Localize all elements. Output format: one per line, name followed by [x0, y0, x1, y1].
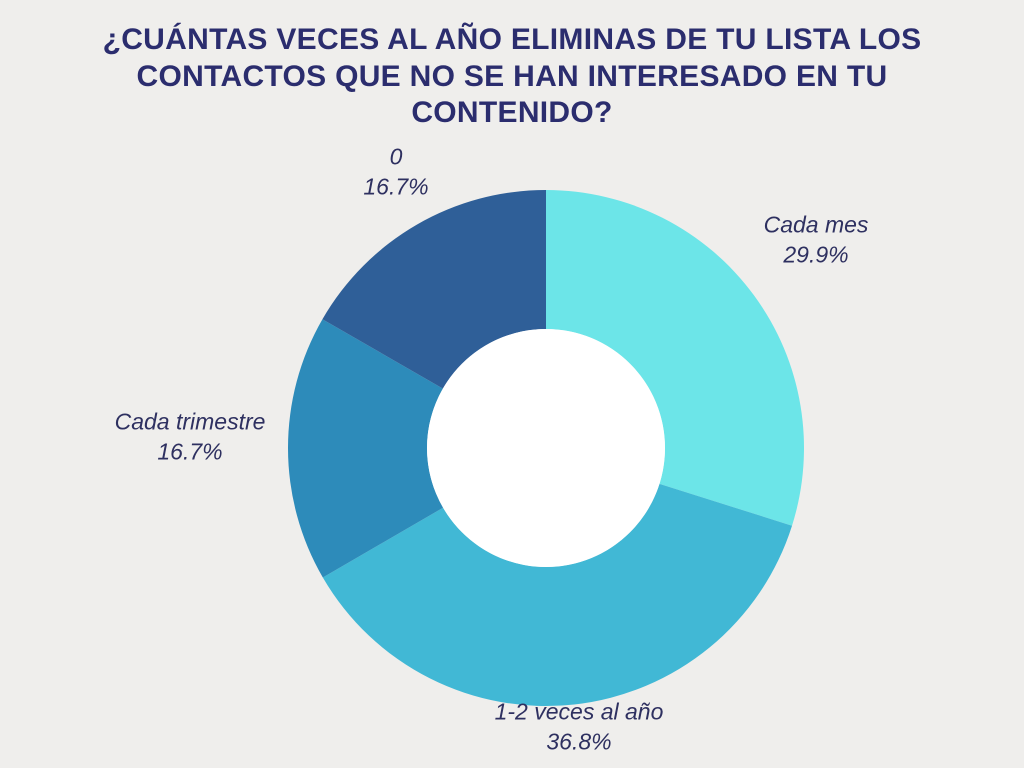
chart-title: ¿CUÁNTAS VECES AL AÑO ELIMINAS DE TU LIS…: [102, 23, 922, 130]
slice-label-1-2-veces-pct: 36.8%: [546, 729, 612, 755]
pie-slice-2: [288, 319, 444, 578]
slice-label-cada-mes-name: Cada mes: [763, 211, 869, 238]
slice-label-zero-pct: 16.7%: [363, 174, 429, 200]
slice-label-zero-name: 0: [389, 143, 403, 170]
slice-label-cada-mes-pct: 29.9%: [783, 242, 849, 268]
slice-label-1-2-veces-name: 1-2 veces al año: [494, 698, 664, 725]
pie-slice-3: [322, 190, 546, 389]
slice-label-zero: 0 16.7%: [363, 142, 428, 203]
slice-label-1-2-veces: 1-2 veces al año 36.8%: [495, 697, 664, 758]
slice-label-cada-trimestre: Cada trimestre 16.7%: [115, 407, 266, 468]
slice-label-cada-trimestre-pct: 16.7%: [157, 439, 223, 465]
slice-label-cada-mes: Cada mes 29.9%: [764, 210, 869, 271]
donut-hole: [427, 329, 665, 567]
slice-label-cada-trimestre-name: Cada trimestre: [114, 408, 266, 435]
pie-slice-1: [322, 483, 793, 706]
pie-slice-0: [546, 190, 804, 526]
